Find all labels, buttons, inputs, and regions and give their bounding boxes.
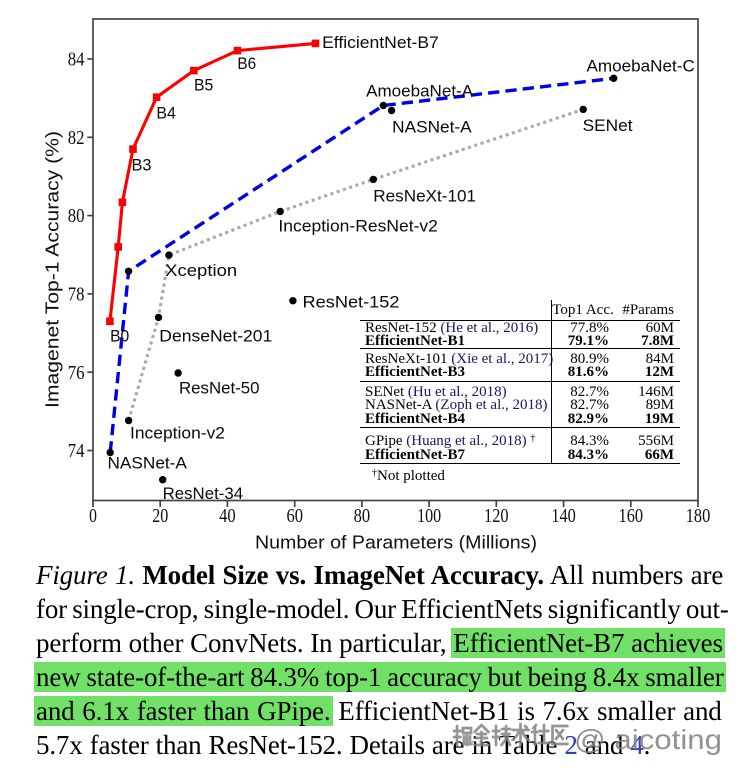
svg-text:Inception-v2: Inception-v2 — [130, 424, 225, 443]
svg-text:AmoebaNet-C: AmoebaNet-C — [587, 57, 695, 76]
svg-text:AmoebaNet-A: AmoebaNet-A — [366, 82, 474, 101]
svg-text:Inception-ResNet-v2: Inception-ResNet-v2 — [278, 217, 438, 236]
svg-text:ResNet-50: ResNet-50 — [179, 379, 260, 398]
svg-text:40: 40 — [219, 506, 236, 527]
svg-text:B4: B4 — [156, 104, 176, 123]
svg-text:B0: B0 — [110, 327, 129, 346]
svg-text:NASNet-A: NASNet-A — [108, 454, 188, 473]
svg-text:82: 82 — [68, 128, 85, 149]
svg-text:Imagenet Top-1 Accuracy (%): Imagenet Top-1 Accuracy (%) — [42, 131, 63, 408]
svg-text:80: 80 — [68, 206, 85, 227]
svg-text:NASNet-A: NASNet-A — [392, 118, 472, 137]
svg-text:SENet: SENet — [583, 116, 633, 135]
svg-text:0: 0 — [89, 506, 97, 527]
svg-text:140: 140 — [551, 506, 576, 527]
svg-text:74: 74 — [68, 441, 85, 462]
svg-text:ResNet-34: ResNet-34 — [163, 484, 244, 503]
svg-text:EfficientNet-B7: EfficientNet-B7 — [322, 33, 439, 52]
svg-text:DenseNet-201: DenseNet-201 — [159, 327, 272, 346]
svg-text:ResNet-152: ResNet-152 — [303, 293, 400, 312]
svg-text:100: 100 — [417, 506, 441, 527]
svg-text:120: 120 — [484, 506, 509, 527]
svg-text:B3: B3 — [132, 156, 152, 175]
svg-text:76: 76 — [68, 363, 85, 384]
svg-text:60: 60 — [286, 506, 303, 527]
svg-text:@ aicoting: @ aicoting — [574, 724, 722, 755]
svg-text:B5: B5 — [194, 76, 213, 95]
svg-text:84: 84 — [68, 50, 85, 71]
svg-text:160: 160 — [619, 506, 644, 527]
svg-text:ResNeXt-101: ResNeXt-101 — [373, 187, 476, 206]
svg-text:20: 20 — [152, 506, 168, 527]
svg-text:Number of Parameters (Millions: Number of Parameters (Millions) — [255, 532, 537, 553]
svg-text:Xception: Xception — [165, 261, 237, 280]
svg-text:78: 78 — [68, 285, 85, 306]
svg-text:180: 180 — [686, 506, 711, 527]
svg-text:80: 80 — [354, 506, 371, 527]
svg-text:B6: B6 — [237, 54, 256, 73]
